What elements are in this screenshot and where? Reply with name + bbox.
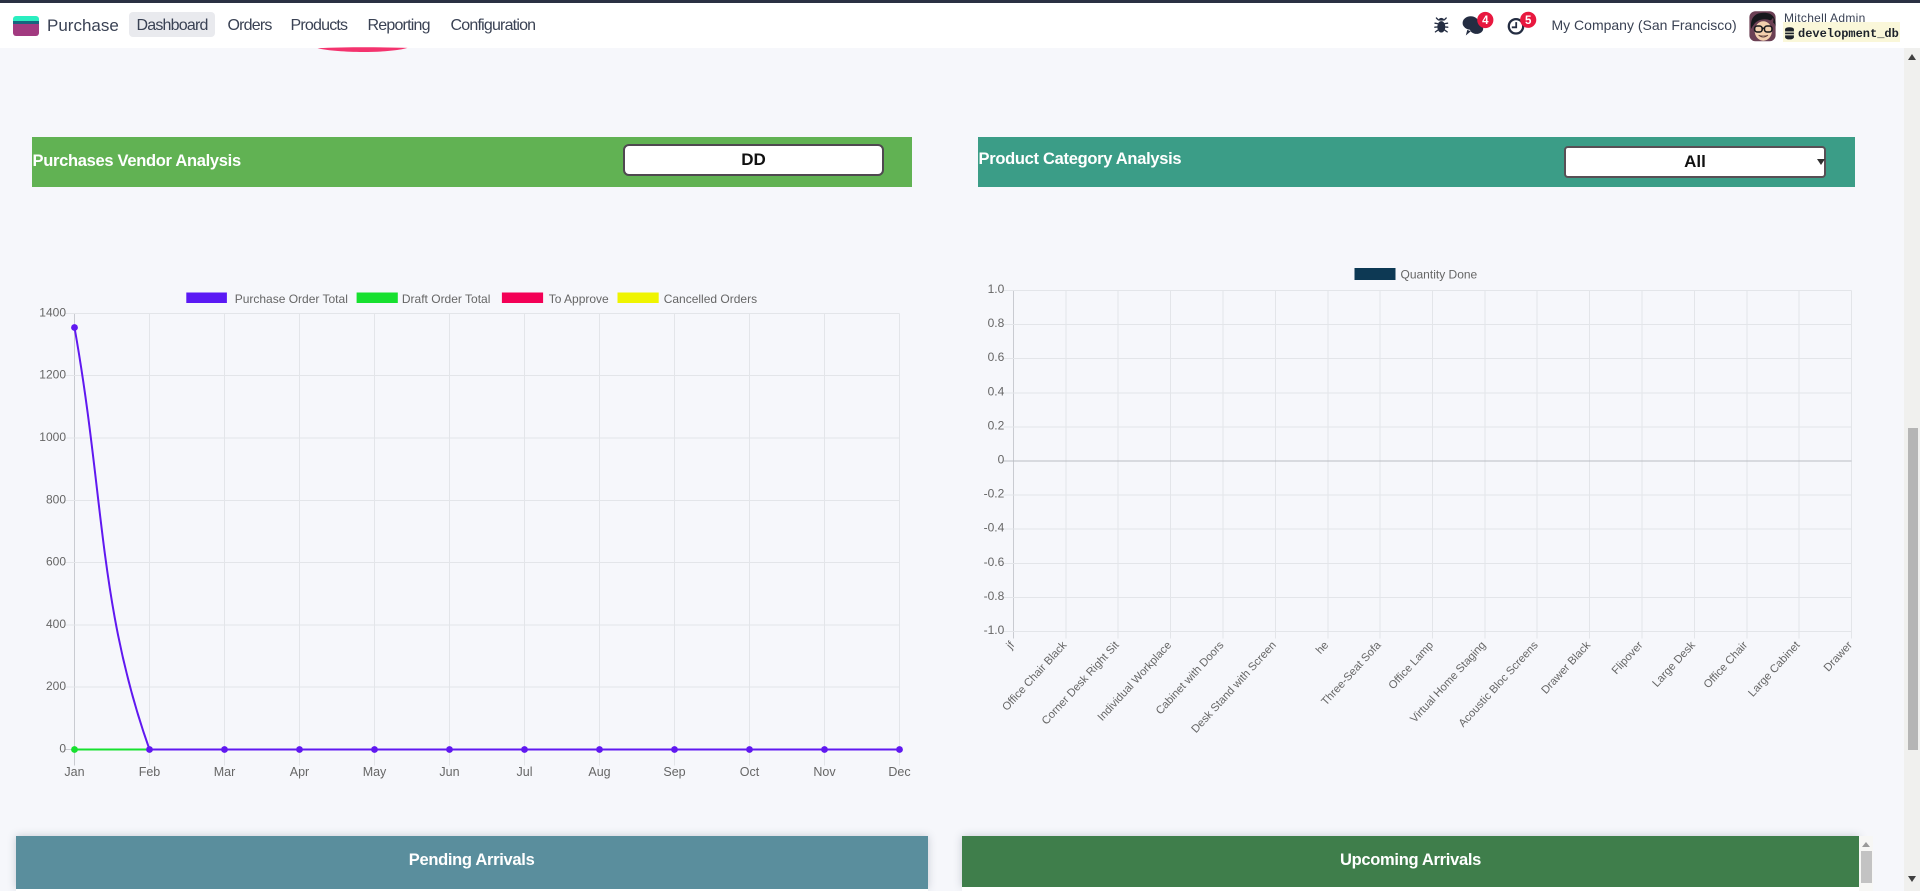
svg-text:0.8: 0.8 — [988, 316, 1005, 330]
svg-text:Flipover: Flipover — [1610, 639, 1646, 677]
svg-text:Apr: Apr — [290, 765, 309, 779]
svg-text:Oct: Oct — [740, 765, 760, 779]
svg-text:Drawer Black: Drawer Black — [1539, 639, 1593, 696]
svg-text:0.6: 0.6 — [988, 350, 1005, 364]
svg-text:-1.0: -1.0 — [984, 623, 1005, 637]
svg-text:Feb: Feb — [139, 765, 161, 779]
svg-text:Desk Stand with Screen: Desk Stand with Screen — [1189, 639, 1279, 735]
svg-text:-0.6: -0.6 — [984, 555, 1005, 569]
svg-text:4: 4 — [1482, 15, 1489, 27]
svg-text:Purchase Order Total: Purchase Order Total — [235, 292, 348, 306]
svg-text:May: May — [363, 765, 387, 779]
svg-text:Mar: Mar — [214, 765, 236, 779]
svg-text:Nov: Nov — [813, 765, 836, 779]
svg-text:Cancelled Orders: Cancelled Orders — [664, 292, 757, 306]
svg-text:Office Lamp: Office Lamp — [1387, 639, 1436, 691]
svg-text:Large Cabinet: Large Cabinet — [1746, 639, 1803, 700]
svg-text:200: 200 — [46, 679, 66, 693]
svg-text:-0.8: -0.8 — [984, 589, 1005, 603]
svg-text:5: 5 — [1525, 15, 1532, 27]
svg-text:Sep: Sep — [663, 765, 685, 779]
svg-text:Drawer: Drawer — [1822, 639, 1855, 674]
svg-text:he: he — [1314, 639, 1331, 656]
svg-text:Large Desk: Large Desk — [1650, 639, 1698, 690]
svg-text:Jul: Jul — [517, 765, 533, 779]
svg-text:-0.4: -0.4 — [984, 521, 1005, 535]
svg-text:1.0: 1.0 — [988, 282, 1005, 296]
svg-text:0.4: 0.4 — [988, 384, 1005, 398]
svg-text:Dec: Dec — [888, 765, 910, 779]
svg-text:600: 600 — [46, 555, 66, 569]
svg-text:400: 400 — [46, 617, 66, 631]
svg-text:1200: 1200 — [39, 368, 66, 382]
svg-text:Draft Order Total: Draft Order Total — [402, 292, 490, 306]
svg-text:-0.2: -0.2 — [984, 487, 1005, 501]
svg-text:Aug: Aug — [588, 765, 610, 779]
svg-text:0: 0 — [998, 453, 1005, 467]
svg-text:Jan: Jan — [64, 765, 84, 779]
svg-text:1000: 1000 — [39, 430, 66, 444]
svg-text:0.2: 0.2 — [988, 418, 1005, 432]
svg-text:0: 0 — [59, 742, 66, 756]
svg-text:800: 800 — [46, 492, 66, 506]
svg-text:Quantity Done: Quantity Done — [1401, 268, 1478, 282]
svg-text:jf: jf — [1004, 639, 1018, 653]
svg-text:1400: 1400 — [39, 305, 66, 319]
svg-text:Jun: Jun — [439, 765, 459, 779]
svg-text:To Approve: To Approve — [549, 292, 609, 306]
svg-text:Office Chair: Office Chair — [1702, 639, 1751, 691]
